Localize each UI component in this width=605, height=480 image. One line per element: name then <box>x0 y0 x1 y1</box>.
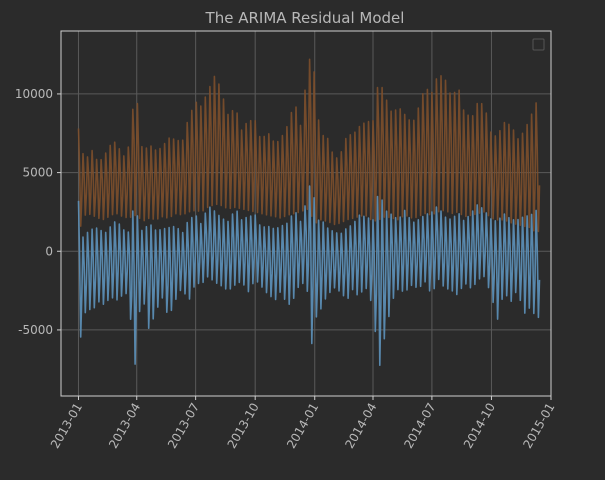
y-tick-label: 10000 <box>15 87 53 101</box>
series-layer <box>77 58 541 366</box>
legend-box <box>532 38 545 51</box>
chart-title: The ARIMA Residual Model <box>205 9 405 27</box>
y-tick-label: 5000 <box>22 166 53 180</box>
y-tick-label: 0 <box>45 244 53 258</box>
series-line-blue <box>77 185 541 366</box>
y-tick-label: -5000 <box>18 323 53 337</box>
y-axis: -5000 0 5000 10000 <box>15 87 61 337</box>
plot-area-frame <box>60 30 552 397</box>
series-line-orange <box>77 58 541 233</box>
